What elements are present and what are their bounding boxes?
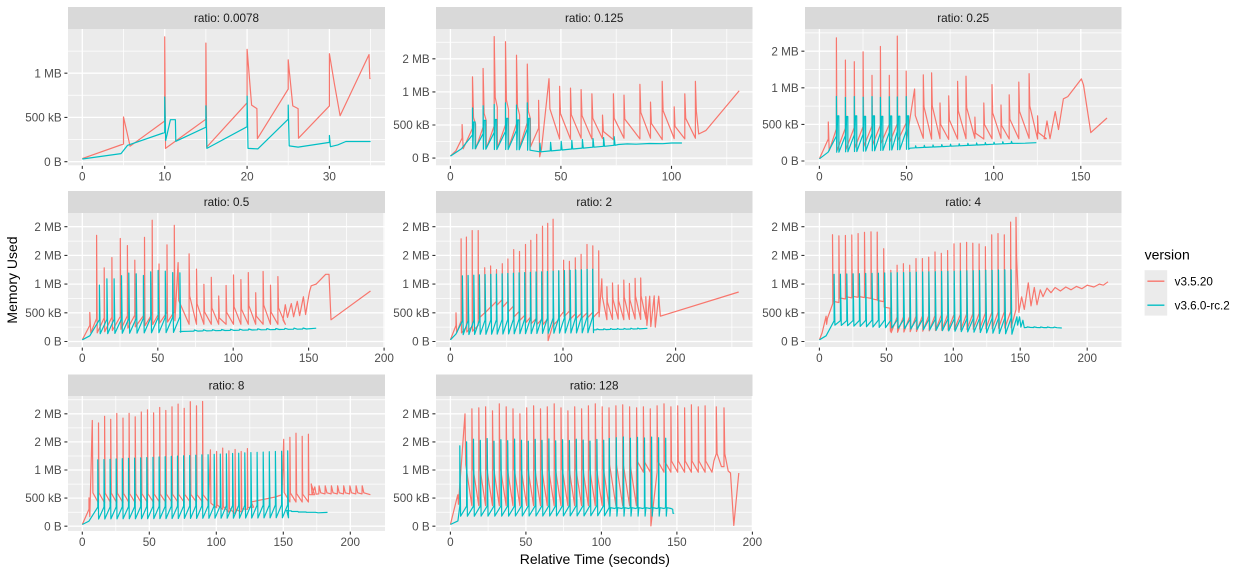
svg-text:0 B: 0 B (781, 155, 799, 168)
svg-text:2 MB: 2 MB (402, 250, 429, 263)
svg-text:v3.5.20: v3.5.20 (1175, 275, 1214, 288)
svg-text:50: 50 (151, 352, 165, 365)
svg-text:2 MB: 2 MB (402, 408, 429, 421)
svg-text:ratio: 4: ratio: 4 (945, 196, 981, 209)
svg-text:100: 100 (592, 536, 612, 549)
svg-text:2 MB: 2 MB (402, 436, 429, 449)
svg-text:500 kB: 500 kB (25, 492, 62, 505)
svg-text:50: 50 (143, 536, 157, 549)
svg-text:v3.6.0-rc.2: v3.6.0-rc.2 (1175, 299, 1230, 312)
svg-text:2 MB: 2 MB (34, 408, 61, 421)
svg-text:100: 100 (984, 171, 1004, 184)
svg-text:0: 0 (79, 352, 86, 365)
svg-text:100: 100 (662, 171, 682, 184)
svg-text:2 MB: 2 MB (771, 221, 798, 234)
svg-text:ratio: 128: ratio: 128 (570, 379, 619, 392)
svg-text:2 MB: 2 MB (771, 45, 798, 58)
svg-text:0: 0 (816, 171, 823, 184)
svg-text:150: 150 (299, 352, 319, 365)
svg-text:500 kB: 500 kB (393, 307, 430, 320)
svg-text:50: 50 (900, 171, 914, 184)
svg-text:100: 100 (944, 352, 964, 365)
svg-text:1 MB: 1 MB (34, 278, 61, 291)
svg-text:500 kB: 500 kB (393, 492, 430, 505)
svg-text:100: 100 (223, 352, 243, 365)
svg-text:1 MB: 1 MB (402, 278, 429, 291)
svg-text:150: 150 (1010, 352, 1030, 365)
svg-text:30: 30 (323, 171, 337, 184)
svg-text:150: 150 (1071, 171, 1091, 184)
svg-text:50: 50 (554, 171, 568, 184)
svg-text:2 MB: 2 MB (34, 250, 61, 263)
svg-text:0 B: 0 B (44, 336, 62, 349)
svg-text:2 MB: 2 MB (771, 250, 798, 263)
svg-text:200: 200 (374, 352, 394, 365)
svg-text:0 B: 0 B (781, 336, 799, 349)
svg-text:0 B: 0 B (412, 336, 430, 349)
svg-text:200: 200 (1077, 352, 1097, 365)
svg-text:1 MB: 1 MB (771, 82, 798, 95)
svg-text:1 MB: 1 MB (402, 464, 429, 477)
svg-text:0: 0 (816, 352, 823, 365)
svg-text:0 B: 0 B (44, 520, 62, 533)
svg-text:0: 0 (447, 536, 454, 549)
svg-text:ratio: 2: ratio: 2 (576, 196, 612, 209)
svg-text:0: 0 (79, 536, 86, 549)
svg-text:1 MB: 1 MB (402, 86, 429, 99)
svg-text:ratio: 0.0078: ratio: 0.0078 (194, 12, 259, 25)
svg-text:500 kB: 500 kB (762, 307, 799, 320)
svg-text:200: 200 (666, 352, 686, 365)
svg-text:50: 50 (519, 536, 533, 549)
svg-text:0 B: 0 B (44, 156, 62, 169)
svg-text:10: 10 (158, 171, 172, 184)
svg-text:2 MB: 2 MB (402, 53, 429, 66)
svg-text:2 MB: 2 MB (34, 436, 61, 449)
svg-text:500 kB: 500 kB (25, 112, 62, 125)
svg-text:200: 200 (743, 536, 763, 549)
svg-text:ratio: 0.25: ratio: 0.25 (937, 12, 989, 25)
svg-text:0: 0 (447, 352, 454, 365)
svg-text:Memory Used: Memory Used (4, 236, 20, 323)
svg-text:0: 0 (447, 171, 454, 184)
svg-text:ratio: 8: ratio: 8 (209, 379, 245, 392)
svg-text:20: 20 (241, 171, 255, 184)
svg-text:ratio: 0.5: ratio: 0.5 (204, 196, 250, 209)
svg-text:Relative Time (seconds): Relative Time (seconds) (520, 551, 670, 567)
svg-text:version: version (1145, 247, 1190, 263)
svg-text:1 MB: 1 MB (34, 464, 61, 477)
svg-text:50: 50 (880, 352, 894, 365)
svg-text:150: 150 (667, 536, 687, 549)
svg-text:2 MB: 2 MB (402, 221, 429, 234)
svg-text:1 MB: 1 MB (34, 67, 61, 80)
svg-text:100: 100 (553, 352, 573, 365)
svg-text:0 B: 0 B (412, 520, 430, 533)
svg-text:200: 200 (341, 536, 361, 549)
svg-text:500 kB: 500 kB (762, 119, 799, 132)
svg-text:0: 0 (79, 171, 86, 184)
svg-text:500 kB: 500 kB (393, 119, 430, 132)
svg-text:2 MB: 2 MB (34, 221, 61, 234)
svg-text:1 MB: 1 MB (771, 278, 798, 291)
svg-text:500 kB: 500 kB (25, 307, 62, 320)
svg-text:0 B: 0 B (412, 152, 430, 165)
svg-text:100: 100 (207, 536, 227, 549)
svg-text:150: 150 (274, 536, 294, 549)
svg-text:ratio: 0.125: ratio: 0.125 (565, 12, 624, 25)
